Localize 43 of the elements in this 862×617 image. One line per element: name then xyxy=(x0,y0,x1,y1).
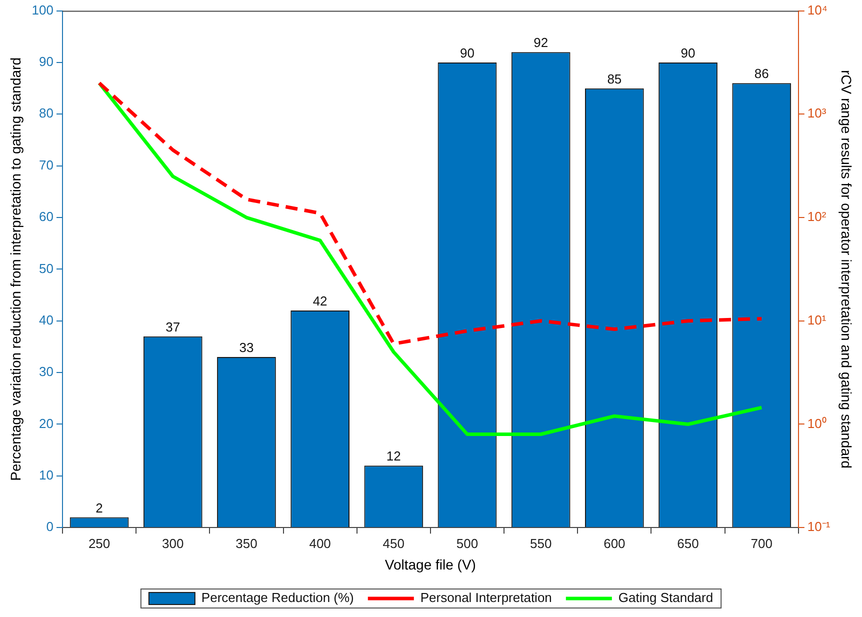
y-tick-label: 90 xyxy=(39,54,54,70)
x-tick-label: 350 xyxy=(236,536,258,551)
x-tick-label: 550 xyxy=(530,536,552,551)
x-tick-label: 500 xyxy=(456,536,478,551)
data-label: 42 xyxy=(312,294,328,309)
y-tick-label: 60 xyxy=(39,209,54,224)
y2-tick-label: 10¹ xyxy=(807,312,827,328)
legend-label: Gating Standard xyxy=(618,590,714,606)
x-tick-label: 600 xyxy=(604,536,626,551)
y-axis-title: Percentage variation reduction from interpretation to gating standard xyxy=(7,58,24,481)
y2-tick-label: 10⁻¹ xyxy=(807,519,831,534)
y2-tick-label: 10⁰ xyxy=(807,416,827,431)
y2-tick-label: 10³ xyxy=(807,106,827,121)
x-tick-label: 300 xyxy=(162,536,184,551)
y2-axis-title: rCV range results for operator interpretation and gating standard xyxy=(838,70,855,468)
x-tick-label: 250 xyxy=(88,536,110,551)
y-tick-label: 30 xyxy=(39,364,54,380)
legend-label: Personal Interpretation xyxy=(420,590,552,606)
x-tick-label: 400 xyxy=(309,536,331,551)
y-tick-label: 40 xyxy=(39,312,54,328)
data-label: 12 xyxy=(386,448,401,464)
y-tick-label: 20 xyxy=(39,416,54,431)
y-tick-label: 10 xyxy=(39,468,54,482)
x-tick-label: 700 xyxy=(750,536,772,551)
data-label: 85 xyxy=(607,71,622,86)
data-label: 92 xyxy=(534,35,548,50)
data-label: 2 xyxy=(96,500,103,516)
y-tick-label: 100 xyxy=(32,2,54,18)
y-tick-label: 80 xyxy=(39,106,54,121)
data-label: 86 xyxy=(754,66,769,82)
x-tick-label: 650 xyxy=(677,536,699,551)
data-label: 90 xyxy=(680,46,696,61)
legend-label: Percentage Reduction (%) xyxy=(201,590,354,606)
x-axis-title: Voltage file (V) xyxy=(384,556,476,572)
y-tick-label: 70 xyxy=(39,157,54,172)
y2-tick-label: 10⁴ xyxy=(807,2,828,18)
y-tick-label: 50 xyxy=(39,260,54,276)
y2-tick-label: 10² xyxy=(807,209,827,224)
y-tick-label: 0 xyxy=(46,519,54,534)
data-label: 33 xyxy=(239,340,254,356)
x-tick-label: 450 xyxy=(382,536,405,551)
data-label: 90 xyxy=(460,46,474,61)
data-label: 37 xyxy=(166,319,180,334)
